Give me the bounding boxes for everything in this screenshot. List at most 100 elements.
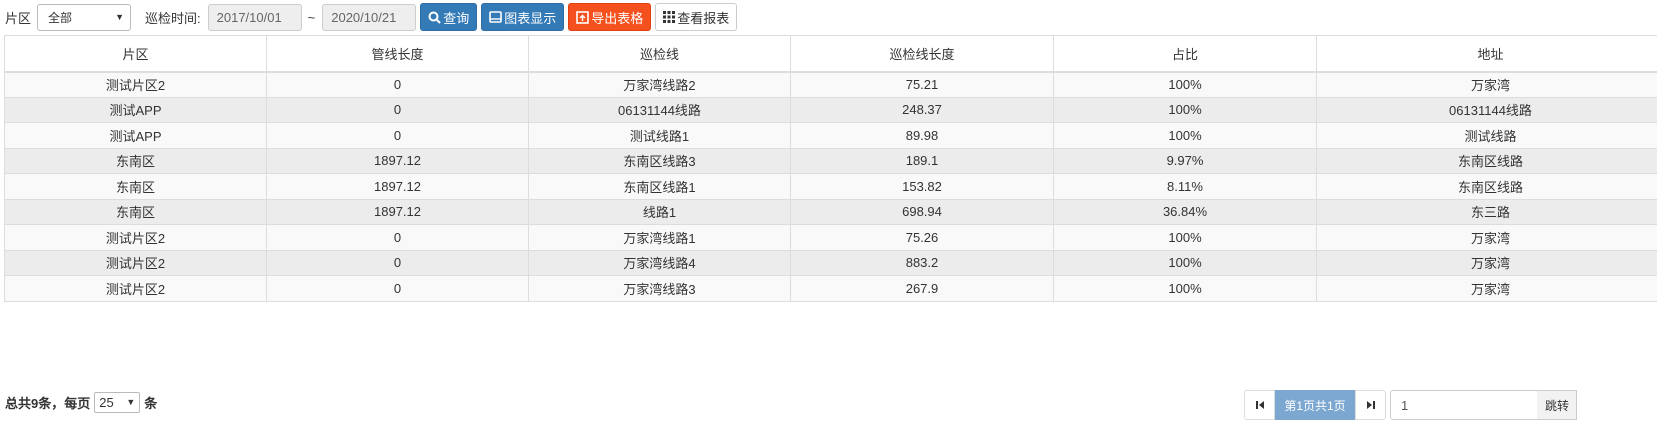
date-separator: ~ — [307, 9, 316, 25]
inspection-time-label: 巡检时间: — [145, 10, 201, 26]
area-select-value: 全部 — [48, 10, 73, 25]
start-date-input[interactable]: 2017/10/01 — [207, 3, 302, 31]
cell-area: 测试片区2 — [4, 249, 267, 276]
current-page-indicator: 第1页共1页 — [1275, 390, 1355, 420]
chevron-down-icon: ▼ — [115, 12, 125, 22]
filter-toolbar: 片区 全部 ▼ 巡检时间: 2017/10/01 ~ 2020/10/21 查询… — [0, 2, 738, 32]
column-header-area[interactable]: 片区 — [4, 35, 267, 73]
cell-route: 万家湾线路3 — [528, 275, 791, 302]
column-header-route[interactable]: 巡检线 — [528, 35, 791, 73]
cell-address: 东南区线路 — [1316, 173, 1657, 200]
table-row[interactable]: 东南区 1897.12 东南区线路3 189.1 9.97% 东南区线路 — [4, 147, 1657, 174]
cell-route-length: 698.94 — [790, 198, 1054, 225]
cell-route-length: 883.2 — [790, 249, 1054, 276]
cell-ratio: 100% — [1053, 71, 1317, 98]
view-report-label: 查看报表 — [677, 10, 730, 26]
table-row[interactable]: 东南区 1897.12 线路1 698.94 36.84% 东三路 — [4, 198, 1657, 225]
area-select[interactable]: 全部 ▼ — [37, 3, 132, 31]
cell-address: 06131144线路 — [1316, 96, 1657, 123]
cell-route: 万家湾线路4 — [528, 249, 791, 276]
table-row[interactable]: 测试片区2 0 万家湾线路1 75.26 100% 万家湾 — [4, 224, 1657, 251]
cell-ratio: 100% — [1053, 122, 1317, 149]
cell-area: 测试APP — [4, 122, 267, 149]
cell-pipe-length: 0 — [266, 96, 529, 123]
cell-area: 东南区 — [4, 173, 267, 200]
pagination: 第1页共1页 — [1244, 390, 1386, 420]
cell-pipe-length: 0 — [266, 224, 529, 251]
column-header-address[interactable]: 地址 — [1316, 35, 1657, 73]
cell-area: 测试片区2 — [4, 224, 267, 251]
table-header-row: 片区 管线长度 巡检线 巡检线长度 占比 地址 — [4, 35, 1657, 73]
jump-page-input[interactable]: 1 — [1390, 390, 1538, 420]
column-header-pipe-length[interactable]: 管线长度 — [266, 35, 529, 73]
cell-ratio: 8.11% — [1053, 173, 1317, 200]
export-table-button[interactable]: 导出表格 — [568, 3, 652, 31]
cell-ratio: 100% — [1053, 96, 1317, 123]
page-size-unit: 条 — [144, 395, 158, 411]
page-size-value: 25 — [99, 394, 114, 410]
cell-address: 测试线路 — [1316, 122, 1657, 149]
cell-pipe-length: 1897.12 — [266, 198, 529, 225]
cell-address: 万家湾 — [1316, 249, 1657, 276]
cell-route: 测试线路1 — [528, 122, 791, 149]
cell-route: 万家湾线路1 — [528, 224, 791, 251]
cell-address: 万家湾 — [1316, 224, 1657, 251]
column-header-route-length[interactable]: 巡检线长度 — [790, 35, 1054, 73]
cell-route-length: 75.26 — [790, 224, 1054, 251]
cell-ratio: 36.84% — [1053, 198, 1317, 225]
cell-route-length: 153.82 — [790, 173, 1054, 200]
cell-route: 东南区线路1 — [528, 173, 791, 200]
end-date-input[interactable]: 2020/10/21 — [322, 3, 417, 31]
table-row[interactable]: 测试APP 0 06131144线路 248.37 100% 06131144线… — [4, 96, 1657, 123]
book-icon — [489, 11, 503, 23]
query-button-label: 查询 — [443, 10, 470, 26]
cell-route-length: 248.37 — [790, 96, 1054, 123]
last-page-button[interactable] — [1355, 390, 1386, 420]
cell-address: 万家湾 — [1316, 71, 1657, 98]
inspection-table: 片区 管线长度 巡检线 巡检线长度 占比 地址 测试片区2 0 万家湾线路2 7… — [4, 35, 1657, 302]
cell-address: 东南区线路 — [1316, 147, 1657, 174]
cell-route: 线路1 — [528, 198, 791, 225]
pagination-summary: 总共9条，每页 25 ▼ 条 — [5, 391, 157, 413]
total-count-text: 总共9条，每页 — [5, 395, 91, 411]
view-report-button[interactable]: 查看报表 — [655, 3, 738, 31]
cell-area: 东南区 — [4, 147, 267, 174]
column-header-ratio[interactable]: 占比 — [1053, 35, 1317, 73]
cell-area: 测试片区2 — [4, 71, 267, 98]
cell-route: 万家湾线路2 — [528, 71, 791, 98]
cell-route: 06131144线路 — [528, 96, 791, 123]
chart-display-button[interactable]: 图表显示 — [481, 3, 565, 31]
query-button[interactable]: 查询 — [420, 3, 478, 31]
table-row[interactable]: 东南区 1897.12 东南区线路1 153.82 8.11% 东南区线路 — [4, 173, 1657, 200]
cell-route: 东南区线路3 — [528, 147, 791, 174]
skip-backward-icon — [1255, 401, 1264, 409]
cell-pipe-length: 1897.12 — [266, 147, 529, 174]
cell-area: 东南区 — [4, 198, 267, 225]
cell-route-length: 267.9 — [790, 275, 1054, 302]
cell-pipe-length: 0 — [266, 249, 529, 276]
cell-route-length: 89.98 — [790, 122, 1054, 149]
chevron-down-icon: ▼ — [126, 397, 136, 407]
cell-ratio: 9.97% — [1053, 147, 1317, 174]
cell-area: 测试APP — [4, 96, 267, 123]
table-row[interactable]: 测试片区2 0 万家湾线路2 75.21 100% 万家湾 — [4, 71, 1657, 98]
cell-pipe-length: 0 — [266, 71, 529, 98]
cell-ratio: 100% — [1053, 224, 1317, 251]
chart-display-label: 图表显示 — [504, 10, 557, 26]
first-page-button[interactable] — [1244, 390, 1275, 420]
cell-pipe-length: 0 — [266, 275, 529, 302]
grid-icon — [663, 11, 676, 23]
table-row[interactable]: 测试APP 0 测试线路1 89.98 100% 测试线路 — [4, 122, 1657, 149]
cell-route-length: 75.21 — [790, 71, 1054, 98]
table-row[interactable]: 测试片区2 0 万家湾线路4 883.2 100% 万家湾 — [4, 249, 1657, 276]
area-label: 片区 — [5, 10, 32, 26]
jump-button[interactable]: 跳转 — [1537, 390, 1577, 420]
page-size-select[interactable]: 25 ▼ — [94, 391, 141, 413]
skip-forward-icon — [1366, 401, 1375, 409]
cell-pipe-length: 0 — [266, 122, 529, 149]
table-row[interactable]: 测试片区2 0 万家湾线路3 267.9 100% 万家湾 — [4, 275, 1657, 302]
cell-address: 东三路 — [1316, 198, 1657, 225]
cell-address: 万家湾 — [1316, 275, 1657, 302]
export-icon — [576, 10, 590, 24]
export-table-label: 导出表格 — [591, 10, 644, 26]
